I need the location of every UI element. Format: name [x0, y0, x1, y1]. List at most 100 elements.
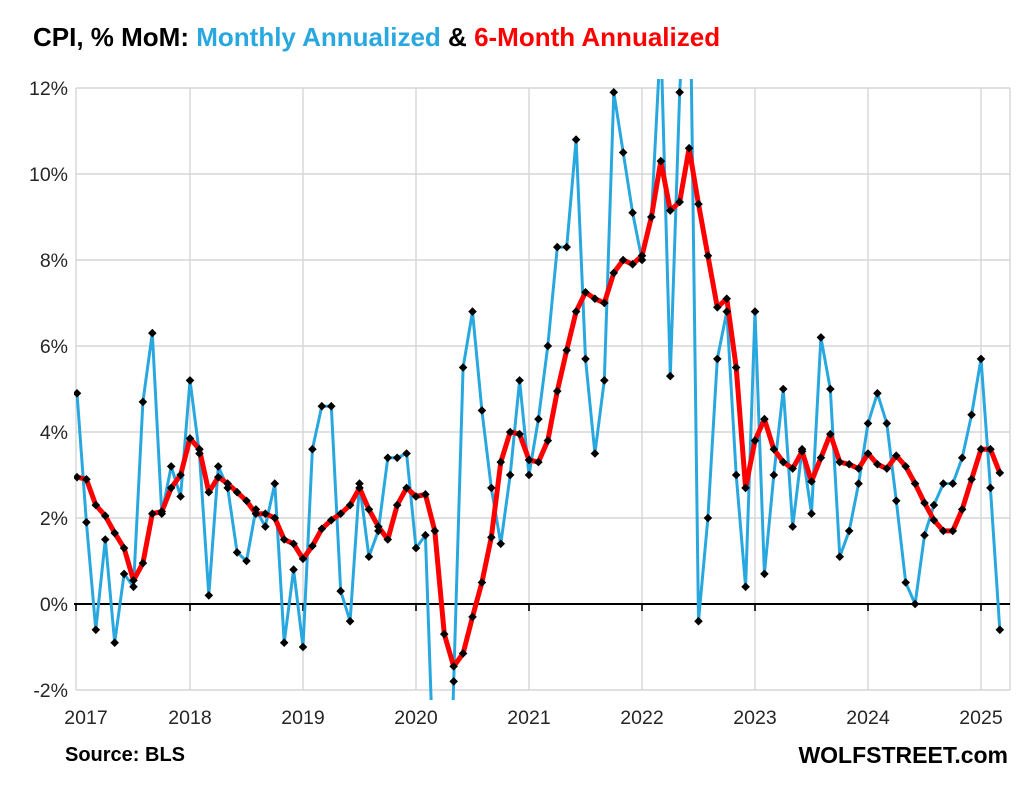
- monthly-data-point-marker: [505, 470, 515, 480]
- monthly-data-point-marker: [232, 548, 242, 557]
- six-month-data-point-marker: [166, 483, 176, 493]
- monthly-data-point-marker: [769, 470, 779, 480]
- monthly-data-point-marker: [731, 470, 741, 480]
- six-month-data-point-marker: [929, 515, 939, 525]
- x-axis-tick-label: 2018: [168, 707, 211, 729]
- six-month-data-point-marker: [308, 541, 317, 551]
- monthly-data-point-marker: [392, 453, 402, 463]
- six-month-data-point-marker: [242, 496, 251, 506]
- six-month-data-point-marker: [374, 522, 383, 531]
- monthly-data-point-marker: [411, 543, 421, 553]
- monthly-data-point-marker: [703, 513, 713, 523]
- six-month-data-point-marker: [317, 524, 327, 534]
- monthly-data-point-marker: [298, 642, 308, 652]
- six-month-data-point-marker: [760, 414, 769, 424]
- monthly-data-point-marker: [213, 462, 223, 471]
- six-month-data-point-marker: [826, 429, 835, 439]
- title-prefix: CPI, % MoM:: [33, 22, 189, 52]
- x-axis-tick-label: 2025: [959, 707, 1003, 729]
- six-month-data-point-marker: [967, 475, 976, 484]
- y-axis-tick-label: 12%: [29, 78, 68, 100]
- six-month-data-point-marker: [110, 528, 119, 538]
- monthly-data-point-marker: [590, 449, 600, 458]
- monthly-data-point-marker: [901, 578, 910, 587]
- series-group: [74, 79, 1005, 700]
- monthly-data-point-marker: [317, 401, 327, 411]
- monthly-annualized-line: [75, 79, 1002, 700]
- six-month-data-point-marker: [939, 526, 948, 536]
- monthly-data-point-marker: [863, 419, 873, 428]
- x-axis-tick-label: 2021: [507, 707, 550, 729]
- six-month-data-point-marker: [138, 558, 148, 568]
- six-month-annualized-line: [74, 145, 1003, 669]
- six-month-data-point-marker: [449, 662, 458, 671]
- monthly-data-point-marker: [261, 522, 270, 531]
- x-axis-tick-label: 2017: [64, 707, 107, 729]
- six-month-data-point-marker: [421, 490, 430, 499]
- monthly-data-point-marker: [571, 135, 581, 144]
- six-month-data-point-marker: [213, 472, 223, 482]
- six-month-data-point-marker: [807, 477, 816, 486]
- six-month-data-point-marker: [232, 487, 242, 497]
- six-month-data-point-marker: [279, 535, 289, 544]
- monthly-data-point-marker: [336, 586, 345, 596]
- monthly-data-point-marker: [665, 371, 675, 381]
- monthly-data-point-marker: [166, 462, 176, 471]
- six-month-data-point-marker: [261, 509, 270, 518]
- six-month-data-point-marker: [251, 509, 261, 518]
- six-month-data-point-marker: [345, 500, 355, 510]
- monthly-data-point-marker: [562, 242, 571, 252]
- monthly-data-point-marker: [364, 552, 374, 561]
- six-month-data-point-marker: [119, 543, 129, 553]
- six-month-data-point-marker: [694, 199, 703, 209]
- monthly-data-point-marker: [986, 483, 995, 493]
- monthly-data-point-marker: [383, 453, 393, 463]
- monthly-data-point-marker: [778, 384, 788, 394]
- monthly-data-point-marker: [468, 307, 477, 316]
- monthly-data-point-marker: [920, 530, 929, 540]
- monthly-data-point-marker: [138, 397, 148, 407]
- monthly-data-point-marker: [600, 376, 609, 385]
- monthly-data-point-marker: [807, 509, 816, 518]
- six-month-data-point-marker: [778, 457, 788, 467]
- monthly-data-point-marker: [110, 638, 119, 647]
- monthly-data-point-marker: [458, 363, 468, 372]
- y-axis-tick-label: 10%: [29, 164, 68, 186]
- monthly-data-point-marker: [957, 453, 967, 463]
- monthly-data-point-marker: [543, 341, 553, 351]
- six-month-data-point-marker: [505, 427, 515, 437]
- monthly-data-point-marker: [119, 569, 129, 579]
- six-month-data-point-marker: [863, 449, 873, 458]
- six-month-data-point-marker: [844, 459, 854, 469]
- six-month-data-point-marker: [355, 483, 364, 493]
- six-month-data-point-marker: [524, 455, 534, 465]
- monthly-data-point-marker: [515, 376, 524, 385]
- six-month-data-point-marker: [439, 629, 449, 639]
- six-month-data-point-marker: [600, 298, 609, 308]
- six-month-data-point-marker: [957, 505, 967, 514]
- monthly-data-point-marker: [835, 552, 845, 561]
- six-month-data-point-marker: [270, 513, 280, 523]
- six-month-data-point-marker: [788, 464, 797, 473]
- monthly-data-point-marker: [421, 530, 430, 540]
- x-axis-tick-label: 2019: [281, 707, 324, 729]
- six-month-data-point-marker: [995, 468, 1005, 478]
- six-month-data-point-marker: [797, 447, 807, 456]
- six-month-data-point-marker: [534, 457, 543, 467]
- six-month-data-point-marker: [298, 554, 308, 564]
- six-month-data-point-marker: [289, 539, 298, 549]
- six-month-data-point-marker: [722, 294, 732, 303]
- six-month-data-point-marker: [100, 511, 110, 521]
- six-month-data-point-marker: [129, 576, 138, 585]
- six-month-data-point-marker: [571, 307, 581, 316]
- six-month-data-point-marker: [91, 500, 101, 510]
- six-month-data-point-marker: [383, 535, 393, 544]
- six-month-data-point-marker: [741, 483, 750, 493]
- six-month-data-point-marker: [684, 143, 694, 153]
- monthly-data-point-marker: [873, 389, 882, 398]
- x-axis-tick-label: 2023: [733, 707, 776, 729]
- monthly-data-point-marker: [91, 625, 101, 635]
- monthly-data-point-marker: [534, 414, 543, 424]
- y-axis-tick-label: -2%: [33, 680, 68, 702]
- six-month-data-point-marker: [628, 260, 637, 269]
